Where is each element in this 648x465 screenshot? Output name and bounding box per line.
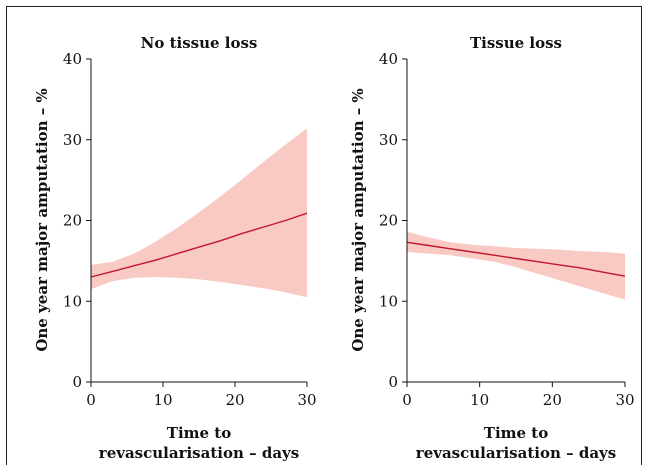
x-axis-label-line1: Time to	[167, 424, 231, 442]
x-axis-label-line1: Time to	[484, 424, 548, 442]
confidence-band	[407, 231, 625, 300]
x-axis-label-line2: revascularisation – days	[416, 444, 616, 462]
x-tick-label: 20	[543, 391, 562, 409]
y-tick-label: 20	[379, 212, 398, 230]
y-tick-label: 20	[63, 212, 82, 230]
fit-line	[406, 241, 626, 277]
x-axis-label-line2: revascularisation – days	[99, 444, 299, 462]
tick-group: 0 10 20 30 40 0 10 20 30	[379, 50, 635, 409]
panel-tissue-loss: Tissue loss 0 10 20 30 40 0 10 20 30 One year ma…	[349, 34, 635, 462]
fit-line	[90, 212, 308, 278]
panel-title: Tissue loss	[470, 34, 562, 52]
x-tick-label: 0	[402, 391, 412, 409]
x-tick-label: 20	[225, 391, 244, 409]
panel-no-tissue-loss: No tissue loss 0 10 20 30 40 0 10 20 30 One year…	[33, 34, 317, 462]
confidence-band	[91, 128, 307, 298]
y-tick-label: 10	[379, 292, 398, 310]
y-tick-label: 30	[379, 131, 398, 149]
x-tick-label: 30	[615, 391, 634, 409]
x-tick-label: 0	[86, 391, 96, 409]
x-tick-label: 10	[153, 391, 172, 409]
y-axis-label: One year major amputation – %	[33, 88, 51, 351]
panel-title: No tissue loss	[141, 34, 258, 52]
x-tick-label: 30	[297, 391, 316, 409]
y-tick-label: 0	[72, 373, 82, 391]
y-tick-label: 40	[63, 50, 82, 68]
y-tick-label: 40	[379, 50, 398, 68]
figure-frame	[6, 6, 642, 465]
tick-group: 0 10 20 30 40 0 10 20 30	[63, 50, 317, 409]
y-tick-label: 10	[63, 292, 82, 310]
y-axis-label: One year major amputation – %	[349, 88, 367, 351]
y-tick-label: 0	[388, 373, 398, 391]
y-tick-label: 30	[63, 131, 82, 149]
x-tick-label: 10	[470, 391, 489, 409]
